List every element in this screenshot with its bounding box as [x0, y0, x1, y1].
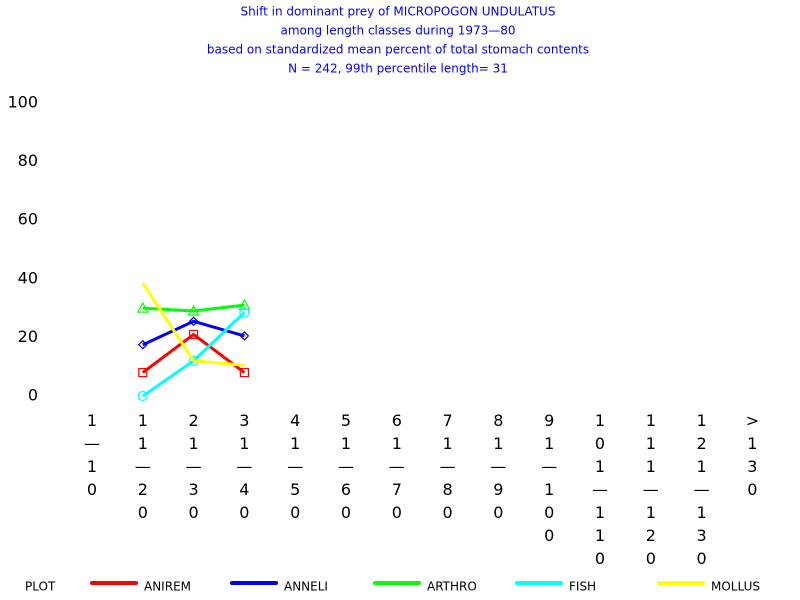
y-tick-label: 0 [28, 386, 38, 405]
marker [239, 367, 249, 378]
legend-label: ANIREM [144, 580, 191, 594]
x-tick-label: 81—90 [490, 411, 507, 522]
y-tick-label: 20 [18, 327, 38, 346]
legend-label: ANNELI [284, 580, 328, 594]
series-line [141, 282, 245, 367]
legend-label: MOLLUS [711, 580, 760, 594]
marker [138, 367, 148, 378]
marker [137, 390, 148, 402]
x-tick-label: 11—20 [134, 411, 151, 522]
x-tick-label: 31—40 [236, 411, 253, 522]
x-tick-label: 21—30 [185, 411, 202, 522]
chart-title: among length classes during 1973—80 [280, 24, 515, 38]
x-tick-label: 91—100 [541, 411, 558, 545]
marker [239, 331, 250, 341]
x-tick-label: 111—120 [642, 411, 659, 568]
marker [188, 316, 199, 327]
chart-title: based on standardized mean percent of to… [207, 43, 589, 57]
series-line [141, 332, 246, 374]
legend-label: FISH [569, 580, 596, 594]
x-tick-label: >130 [745, 411, 760, 499]
x-tick-label: 121—130 [693, 411, 710, 568]
marker [239, 307, 250, 318]
legend-label: ARTHRO [427, 580, 477, 594]
y-tick-label: 100 [7, 93, 38, 112]
chart-title: N = 242, 99th percentile length= 31 [288, 62, 508, 76]
marker [189, 329, 199, 340]
chart-title: Shift in dominant prey of MICROPOGON UND… [241, 5, 556, 19]
y-tick-label: 40 [18, 268, 38, 287]
marker [187, 304, 200, 316]
x-tick-label: 1—10 [84, 411, 100, 499]
marker [137, 339, 148, 350]
y-tick-label: 80 [18, 151, 38, 170]
marker [136, 301, 149, 313]
legend-title: PLOT [25, 580, 56, 594]
y-tick-label: 60 [18, 210, 38, 229]
x-tick-label: 101—110 [592, 411, 608, 568]
x-tick-label: 41—50 [287, 411, 304, 522]
x-tick-label: 71—80 [439, 411, 456, 522]
series-line [142, 319, 245, 347]
x-tick-label: 61—70 [388, 411, 405, 522]
marker [238, 298, 251, 310]
x-tick-label: 51—60 [338, 411, 354, 522]
